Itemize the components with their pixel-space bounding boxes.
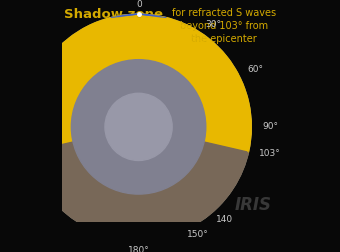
Circle shape: [71, 60, 206, 194]
Text: 103°: 103°: [259, 149, 281, 158]
Wedge shape: [26, 14, 251, 152]
Text: 180°: 180°: [128, 246, 150, 252]
Text: 0: 0: [137, 0, 142, 9]
Text: 90°: 90°: [262, 122, 278, 131]
Text: 30°: 30°: [206, 20, 222, 29]
Text: 150°: 150°: [187, 230, 209, 239]
Circle shape: [105, 93, 172, 161]
Circle shape: [26, 14, 251, 240]
Text: Shadow zone: Shadow zone: [64, 8, 163, 21]
Text: 60°: 60°: [247, 65, 263, 74]
Text: for refracted S waves
beyond 103° from
the epicenter: for refracted S waves beyond 103° from t…: [172, 8, 276, 44]
Text: IRIS: IRIS: [235, 196, 272, 214]
Wedge shape: [29, 127, 249, 240]
Text: 140: 140: [217, 215, 234, 224]
